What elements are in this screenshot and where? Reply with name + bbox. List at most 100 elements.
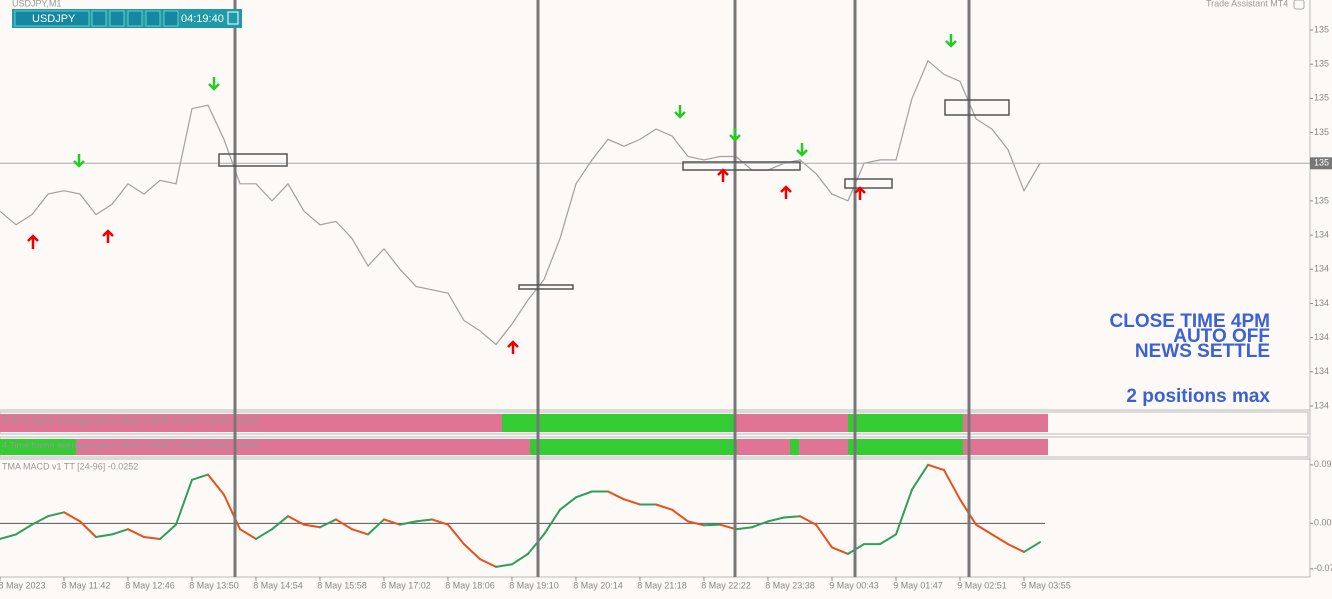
indicator-panel: [0, 411, 1309, 435]
macd-segment: [127, 528, 145, 538]
bear-segment: [735, 414, 848, 432]
y-tick-label: 0.00: [1314, 518, 1332, 528]
macd-segment: [687, 520, 705, 527]
zone-box: [682, 161, 801, 171]
macd-segment: [1023, 541, 1041, 553]
save-button[interactable]: [127, 10, 143, 27]
y-tick-label: 0.09: [1314, 459, 1332, 469]
macd-segment: [623, 498, 641, 506]
plots: 135 135 135 135 135 134 134 134 134 134 134 135 0.09…: [0, 24, 1332, 590]
note: NEWS SETTLE: [1135, 341, 1270, 362]
macd-segment: [63, 511, 81, 523]
macd-segment: [303, 523, 321, 529]
macd-segment: [15, 523, 33, 536]
macd-segment: [511, 552, 529, 566]
note: 2 positions max: [1126, 386, 1270, 407]
macd-segment: [671, 508, 689, 523]
macd-segment: [703, 523, 721, 527]
x-tick-label: 8 May 2023: [0, 580, 46, 590]
macd-segment: [783, 515, 801, 519]
macd-segment: [47, 511, 65, 518]
macd-segment: [991, 533, 1009, 546]
bull-segment: [530, 439, 737, 455]
alert-button[interactable]: [145, 10, 161, 27]
y-tick-label: 135: [1314, 93, 1329, 103]
sell-arrows: [73, 34, 957, 168]
macd-segment: [239, 528, 257, 540]
expert-icon[interactable]: [1293, 0, 1305, 10]
x-tick-label: 8 May 13:50: [189, 580, 239, 590]
note: AUTO OFF: [1173, 326, 1270, 347]
x-tick-label: 8 May 20:14: [573, 580, 623, 590]
y-tick-label: -0.07: [1314, 563, 1332, 573]
buy-arrows: [27, 168, 866, 354]
x-tick-label: 8 May 19:10: [509, 580, 559, 590]
bull-segment: [502, 414, 735, 432]
macd-segment: [799, 515, 817, 526]
macd-segment: [543, 508, 561, 536]
macd-segment: [895, 488, 913, 536]
y-tick-label: 134: [1314, 332, 1329, 342]
sell-arrow: [729, 128, 741, 142]
menu-button[interactable]: [163, 10, 179, 27]
y-tick-label: 135: [1314, 59, 1329, 69]
y-tick-label: 134: [1314, 264, 1329, 274]
macd-segment: [191, 473, 209, 481]
trend-bars: [0, 414, 1048, 455]
x-tick-label: 8 May 23:38: [765, 580, 815, 590]
macd-segment: [879, 533, 897, 546]
zone-box: [218, 153, 288, 167]
sell-arrow: [208, 77, 220, 91]
bear-segment: [963, 439, 1048, 455]
main-panel: [0, 0, 1310, 410]
buy-arrow: [507, 340, 519, 354]
screenshot-button[interactable]: [91, 10, 107, 27]
macd-segment: [95, 533, 113, 538]
macd-segment: [559, 496, 577, 511]
y-tick-label: 134: [1314, 298, 1329, 308]
macd-segment: [575, 490, 593, 499]
x-tick-label: 8 May 12:46: [125, 580, 175, 590]
macd-segment: [79, 520, 97, 538]
macd-segment: [735, 526, 753, 531]
macd-segment: [367, 518, 385, 536]
macd-segment: [1007, 543, 1025, 553]
macd-segment: [815, 523, 833, 549]
macd-label: TMA MACD v1 TT [24-96] -0.0252: [2, 461, 138, 471]
buy-arrow: [717, 168, 729, 182]
macd-segment: [399, 520, 417, 526]
macd-segment: [159, 523, 177, 540]
zone-box: [518, 284, 574, 290]
y-tick-label: 134: [1314, 229, 1329, 239]
sell-arrow: [796, 143, 808, 157]
macd-segment: [175, 478, 193, 526]
current-price-label: 135: [1314, 158, 1329, 168]
buy-arrow: [780, 185, 792, 199]
expert-name: Trade Assistant MT4: [1206, 0, 1288, 8]
symbol-button[interactable]: [14, 10, 90, 27]
x-tick-label: 8 May 18:06: [445, 580, 495, 590]
window-button[interactable]: [227, 11, 239, 25]
zones: [218, 99, 1010, 290]
macd-segment: [943, 469, 961, 501]
indicator-label: 4 Time frame averages price trend 1.0000…: [2, 440, 259, 450]
macd-segment: [975, 523, 993, 536]
x-tick-label: 8 May 17:02: [381, 580, 431, 590]
macd-segment: [111, 528, 129, 536]
macd-segment: [447, 523, 465, 546]
x-tick-label: 8 May 21:18: [637, 580, 687, 590]
symbol-button-label: USDJPY: [32, 13, 76, 25]
y-tick-label: 135: [1314, 127, 1329, 137]
x-tick-label: 9 May 02:51: [957, 580, 1007, 590]
zone-box: [844, 178, 893, 189]
bull-segment: [790, 439, 799, 455]
buy-arrow: [854, 186, 866, 200]
macd-segment: [143, 536, 161, 540]
macd-segment: [31, 515, 49, 526]
x-tick-label: 9 May 03:55: [1021, 580, 1071, 590]
macd-segment: [383, 518, 401, 526]
x-tick-label: 9 May 01:47: [893, 580, 943, 590]
y-tick-label: 135: [1314, 195, 1329, 205]
view-button[interactable]: [109, 10, 125, 27]
